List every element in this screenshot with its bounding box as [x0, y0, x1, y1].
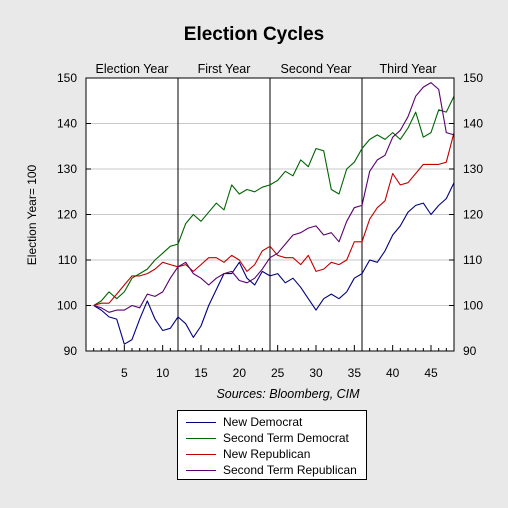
x-tick-label: 45 [424, 366, 438, 380]
y-tick-label-left: 110 [58, 253, 77, 267]
y-tick-label-right: 90 [463, 344, 477, 358]
label-layer: Election Year First Year Second Year Third … [57, 62, 483, 380]
legend-entry: New Democrat [178, 414, 366, 430]
legend-swatch [186, 453, 216, 455]
y-tick-label-right: 130 [463, 162, 483, 176]
legend-label: New Republican [223, 447, 311, 461]
y-tick-label-left: 90 [64, 344, 78, 358]
series-line [93, 132, 455, 307]
x-tick-label: 40 [386, 366, 400, 380]
series-line [93, 182, 455, 345]
series-line [93, 82, 455, 313]
series-layer [93, 82, 455, 345]
legend-swatch [186, 421, 216, 423]
series-line [93, 95, 455, 306]
y-tick-label-right: 110 [463, 253, 482, 267]
y-tick-label-left: 120 [57, 208, 77, 222]
source-note: Sources: Bloomberg, CIM [216, 387, 360, 401]
y-tick-label-left: 100 [57, 299, 77, 313]
y-tick-label-left: 140 [57, 117, 77, 131]
y-tick-label-right: 120 [463, 208, 483, 222]
y-tick-label-left: 150 [57, 71, 77, 85]
period-label: First Year [198, 62, 251, 76]
y-axis-title: Election Year= 100 [25, 164, 39, 265]
y-tick-label-left: 130 [57, 162, 77, 176]
x-tick-label: 20 [233, 366, 247, 380]
legend-swatch [186, 437, 216, 439]
y-tick-label-right: 100 [463, 299, 483, 313]
x-tick-label: 35 [348, 366, 362, 380]
period-label: Election Year [96, 62, 169, 76]
legend-entry: Second Term Democrat [178, 430, 366, 446]
x-tick-label: 5 [121, 366, 128, 380]
period-label: Third Year [380, 62, 437, 76]
legend-swatch [186, 469, 216, 471]
legend-label: Second Term Republican [223, 463, 357, 477]
x-tick-label: 25 [271, 366, 285, 380]
tick-layer [86, 77, 454, 352]
x-tick-label: 10 [156, 366, 170, 380]
legend-label: New Democrat [223, 415, 303, 429]
divider-layer [177, 78, 363, 351]
y-tick-label-right: 140 [463, 117, 483, 131]
period-label: Second Year [281, 62, 352, 76]
x-tick-label: 30 [309, 366, 323, 380]
y-tick-label-right: 150 [463, 71, 483, 85]
legend-entry: Second Term Republican [178, 462, 366, 478]
legend-entry: New Republican [178, 446, 366, 462]
chart-title: Election Cycles [183, 24, 325, 45]
legend: New Democrat Second Term Democrat New Repu… [177, 410, 367, 480]
x-tick-label: 15 [194, 366, 208, 380]
legend-label: Second Term Democrat [223, 431, 349, 445]
